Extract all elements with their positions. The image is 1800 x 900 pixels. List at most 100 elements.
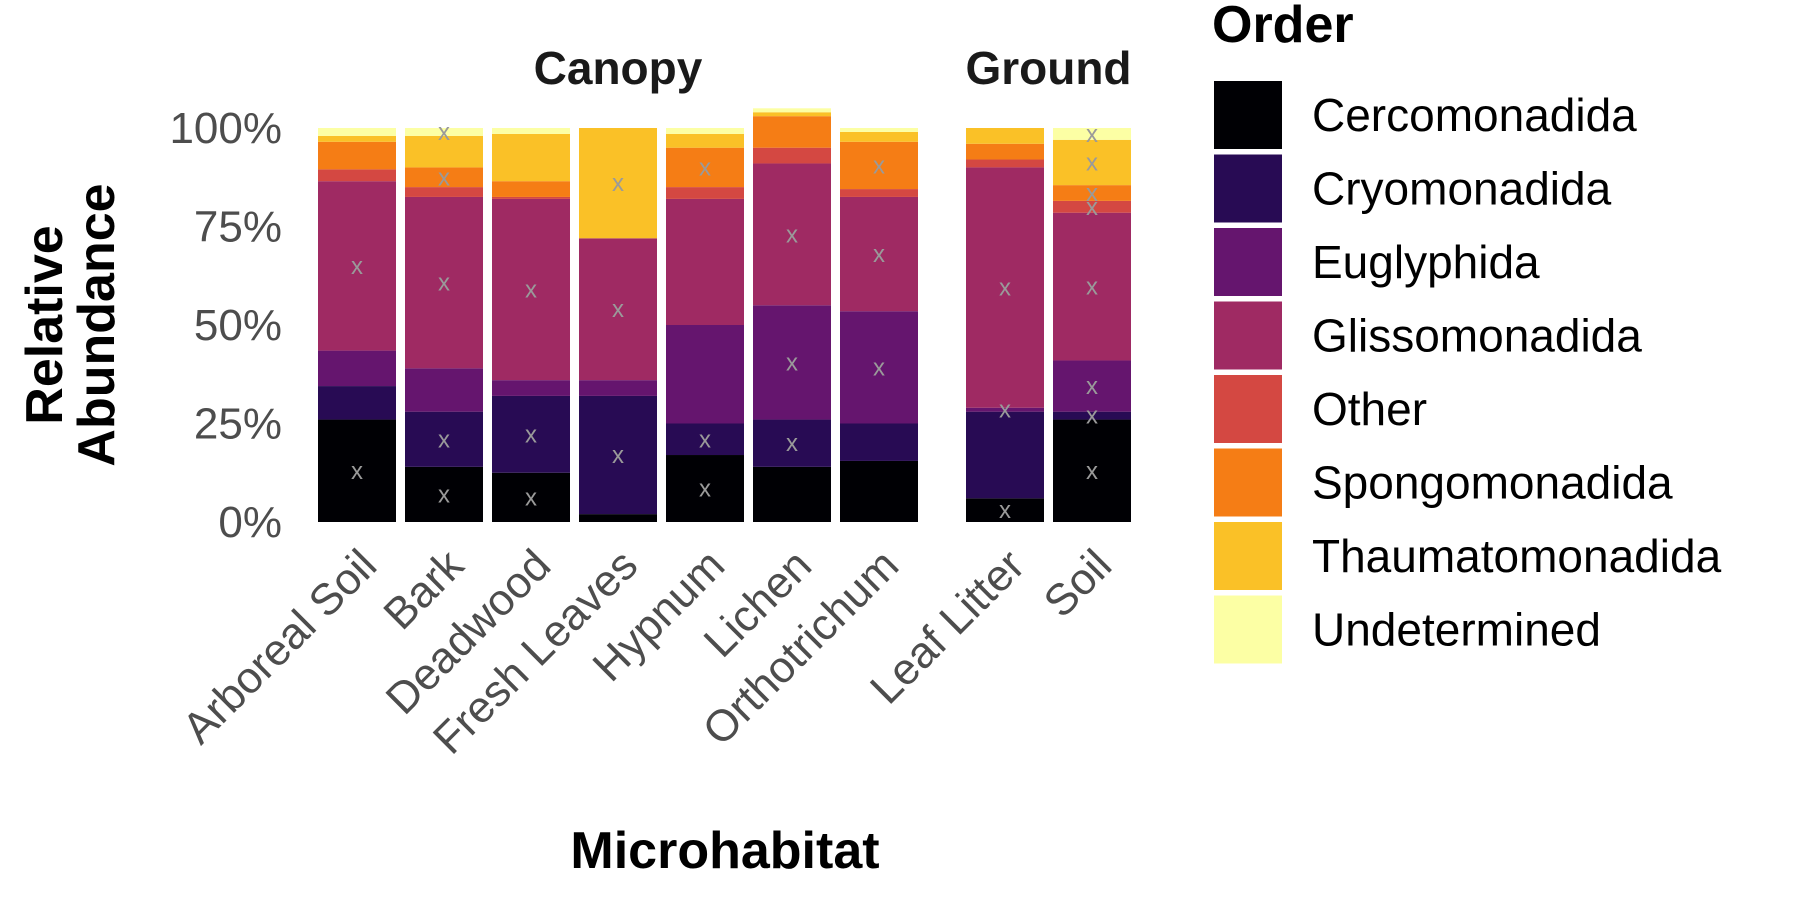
bar-marker-lichen: x — [786, 349, 798, 376]
y-tick-label: 0% — [218, 498, 282, 547]
bar-segment-bark-cryomonadida — [405, 411, 483, 467]
bar-segment-deadwood-cercomonadida — [492, 472, 570, 522]
bar-segment-arboreal-soil-other — [318, 169, 396, 182]
bar-marker-bark: x — [438, 270, 450, 297]
bar-marker-hypnum: x — [699, 426, 711, 453]
bar-segment-arboreal-soil-thaumatomonadida — [318, 135, 396, 142]
x-tick-label: Arboreal Soil — [173, 540, 386, 753]
bar-segment-lichen-other — [753, 147, 831, 164]
bar-segment-arboreal-soil-cercomonadida — [318, 419, 396, 522]
bar-segment-orthotrichum-cryomonadida — [840, 423, 918, 461]
bar-marker-leaf-litter: x — [999, 397, 1011, 424]
y-axis: 0% 25% 50% 75% 100% — [169, 104, 282, 547]
bar-segment-bark-cercomonadida — [405, 466, 483, 522]
bar-segment-lichen-glissomonadida — [753, 163, 831, 306]
bar-marker-orthotrichum: x — [873, 354, 885, 381]
bar-segment-hypnum-cryomonadida — [666, 423, 744, 456]
bar-segment-bark-euglyphida — [405, 368, 483, 412]
bar-segment-orthotrichum-glissomonadida — [840, 196, 918, 312]
bar-segment-leaf-litter-thaumatomonadida — [966, 128, 1044, 144]
legend-label-spongomonadida: Spongomonadida — [1312, 457, 1673, 509]
bar-marker-arboreal-soil: x — [351, 458, 363, 485]
x-axis-title: Microhabitat — [570, 822, 879, 880]
bar-segment-lichen-spongomonadida — [753, 116, 831, 148]
bar-marker-soil: x — [1086, 180, 1098, 207]
bar-segment-fresh-leaves-cercomonadida — [579, 514, 657, 522]
legend-label-cercomonadida: Cercomonadida — [1312, 89, 1637, 141]
bar-segment-leaf-litter-glissomonadida — [966, 167, 1044, 408]
bar-segment-leaf-litter-spongomonadida — [966, 143, 1044, 160]
bar-marker-lichen: x — [786, 221, 798, 248]
y-tick-label: 100% — [169, 104, 282, 153]
bar-segment-bark-thaumatomonadida — [405, 135, 483, 168]
bar-marker-soil: x — [1086, 403, 1098, 430]
bar-marker-bark: x — [438, 119, 450, 146]
bar-segment-leaf-litter-cryomonadida — [966, 411, 1044, 499]
bar-marker-fresh-leaves: x — [612, 170, 624, 197]
bar-marker-orthotrichum: x — [873, 152, 885, 179]
facet-strip-canopy: Canopy — [534, 42, 703, 94]
legend-swatch-undetermined — [1214, 595, 1282, 664]
bar-segment-soil-cryomonadida — [1053, 411, 1131, 420]
bar-marker-bark: x — [438, 426, 450, 453]
legend-label-cryomonadida: Cryomonadida — [1312, 163, 1612, 215]
legend-label-thaumatomonadida: Thaumatomonadida — [1312, 530, 1722, 582]
bar-segment-soil-spongomonadida — [1053, 185, 1131, 201]
bar-segment-bark-glissomonadida — [405, 196, 483, 369]
bar-segment-deadwood-euglyphida — [492, 380, 570, 396]
legend-label-glissomonadida: Glissomonadida — [1312, 310, 1642, 362]
bar-segment-hypnum-other — [666, 187, 744, 199]
bar-segment-arboreal-soil-spongomonadida — [318, 141, 396, 170]
bar-marker-orthotrichum: x — [873, 241, 885, 268]
bar-segment-soil-cercomonadida — [1053, 419, 1131, 522]
bar-segment-deadwood-other — [492, 196, 570, 199]
bar-segment-arboreal-soil-euglyphida — [318, 350, 396, 387]
bar-segment-lichen-euglyphida — [753, 305, 831, 420]
bar-marker-deadwood: x — [525, 421, 537, 448]
bar-segment-orthotrichum-euglyphida — [840, 311, 918, 424]
bar-segment-soil-glissomonadida — [1053, 212, 1131, 361]
bar-segment-deadwood-cryomonadida — [492, 395, 570, 473]
bar-marker-soil: x — [1086, 274, 1098, 301]
bar-segment-deadwood-undetermined — [492, 128, 570, 134]
legend-swatch-other — [1214, 375, 1282, 443]
bar-segment-soil-undetermined — [1053, 128, 1131, 140]
bar-segment-fresh-leaves-glissomonadida — [579, 238, 657, 381]
bar-marker-soil: x — [1086, 121, 1098, 148]
bar-segment-soil-thaumatomonadida — [1053, 139, 1131, 186]
bar-segment-orthotrichum-other — [840, 189, 918, 197]
bar-segment-deadwood-spongomonadida — [492, 181, 570, 197]
y-tick-label: 50% — [194, 301, 282, 350]
bar-segment-leaf-litter-other — [966, 159, 1044, 168]
y-tick-label: 75% — [194, 203, 282, 252]
legend-label-undetermined: Undetermined — [1312, 604, 1601, 656]
bar-marker-hypnum: x — [699, 154, 711, 181]
bar-marker-leaf-litter: x — [999, 497, 1011, 524]
bar-marker-soil: x — [1086, 194, 1098, 221]
legend-swatch-cercomonadida — [1214, 81, 1282, 149]
bar-segment-leaf-litter-cercomonadida — [966, 498, 1044, 522]
bar-segment-hypnum-euglyphida — [666, 325, 744, 424]
bar-segment-fresh-leaves-cryomonadida — [579, 395, 657, 515]
bar-marker-bark: x — [438, 481, 450, 508]
bar-marker-lichen: x — [786, 430, 798, 457]
bar-segment-soil-other — [1053, 200, 1131, 213]
legend-swatch-euglyphida — [1214, 228, 1282, 296]
legend-label-euglyphida: Euglyphida — [1312, 236, 1540, 288]
bars-layer — [318, 108, 1131, 522]
bar-marker-fresh-leaves: x — [612, 296, 624, 323]
bar-marker-soil: x — [1086, 458, 1098, 485]
legend-swatch-cryomonadida — [1214, 154, 1282, 223]
bar-segment-hypnum-glissomonadida — [666, 198, 744, 325]
bar-marker-soil: x — [1086, 373, 1098, 400]
bar-marker-deadwood: x — [525, 484, 537, 511]
legend-swatch-thaumatomonadida — [1214, 522, 1282, 590]
y-axis-title-line: Abundance — [68, 183, 126, 466]
y-tick-label: 25% — [194, 400, 282, 449]
legend-title: Order — [1212, 0, 1354, 54]
bar-segment-deadwood-glissomonadida — [492, 198, 570, 381]
legend-swatch-spongomonadida — [1214, 448, 1282, 517]
bar-segment-lichen-thaumatomonadida — [753, 112, 831, 117]
